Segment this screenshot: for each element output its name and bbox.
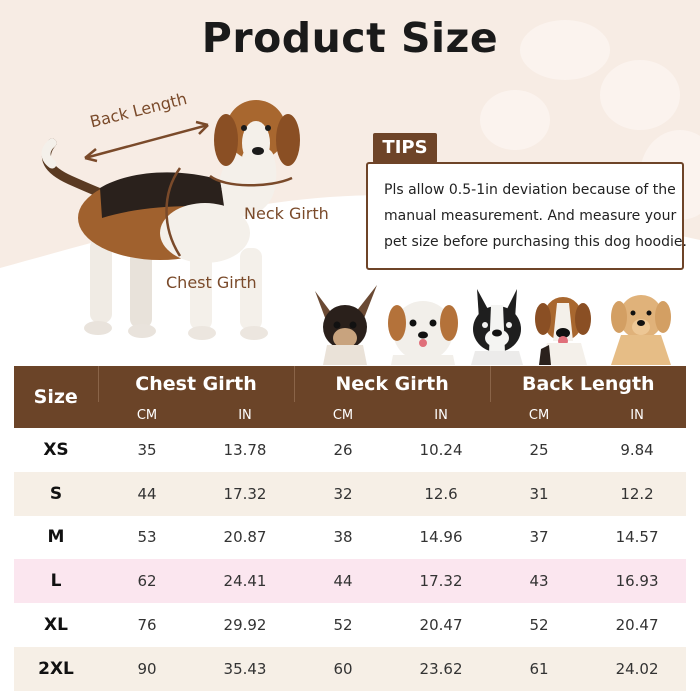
table-cell: 29.92 [196, 603, 295, 647]
table-cell: 31 [490, 471, 589, 516]
back-length-header: Back Length [489, 366, 687, 402]
table-cell: 43 [490, 559, 589, 604]
table-cell: 17.32 [392, 559, 491, 604]
table-row: XS 35 13.78 26 10.24 25 9.84 [14, 428, 687, 472]
paw-print-decoration [480, 90, 550, 150]
chest-girth-label: Chest Girth [166, 273, 257, 292]
table-cell: 14.96 [392, 515, 491, 560]
size-cell: 2XL [14, 646, 98, 691]
table-cell: 20.47 [392, 603, 491, 647]
size-cell: XS [14, 428, 98, 472]
table-cell: 61 [490, 646, 589, 691]
table-cell: 13.78 [196, 428, 295, 472]
table-cell: 16.93 [588, 559, 687, 604]
size-column-header: Size [14, 366, 98, 428]
table-cell: 20.87 [196, 515, 295, 560]
table-cell: 76 [98, 603, 196, 647]
table-cell: 35.43 [196, 646, 295, 691]
table-cell: 20.47 [588, 603, 687, 647]
table-row: L 62 24.41 44 17.32 43 16.93 [14, 559, 687, 604]
chihuahua-photo [315, 285, 377, 365]
size-cell: S [14, 471, 98, 516]
neck-girth-label: Neck Girth [244, 204, 329, 223]
shih-tzu-photo [388, 301, 458, 365]
tips-line: Pls allow 0.5-1in deviation because of t… [384, 182, 676, 198]
table-row: XL 76 29.92 52 20.47 52 20.47 [14, 603, 687, 647]
table-cell: 53 [98, 515, 196, 560]
paw-print-decoration [600, 60, 680, 130]
table-cell: 24.41 [196, 559, 295, 604]
table-cell: 26 [294, 428, 393, 472]
unit-header: IN [392, 402, 491, 428]
beagle-illustration [41, 100, 300, 340]
table-cell: 62 [98, 559, 196, 604]
table-cell: 17.32 [196, 471, 295, 516]
unit-header: IN [196, 402, 295, 428]
table-cell: 9.84 [588, 428, 687, 472]
table-cell: 35 [98, 428, 196, 472]
table-cell: 38 [294, 515, 393, 560]
table-cell: 37 [490, 515, 589, 560]
page-title: Product Size [201, 14, 499, 62]
table-cell: 12.2 [588, 471, 687, 516]
unit-header: CM [294, 402, 393, 428]
tips-line: manual measurement. And measure your [384, 208, 677, 224]
size-cell: L [14, 559, 98, 604]
french-bulldog-photo [471, 289, 523, 365]
table-cell: 44 [294, 559, 393, 604]
table-cell: 25 [490, 428, 589, 472]
size-cell: XL [14, 603, 98, 647]
paw-print-decoration [520, 20, 610, 80]
chest-girth-header: Chest Girth [97, 366, 295, 402]
table-row: S 44 17.32 32 12.6 31 12.2 [14, 471, 687, 516]
unit-header: IN [588, 402, 687, 428]
golden-retriever-photo [611, 295, 671, 365]
dog-breeds-row [315, 285, 671, 365]
table-row: M 53 20.87 38 14.96 37 14.57 [14, 515, 687, 560]
table-row: 2XL 90 35.43 60 23.62 61 24.02 [14, 646, 687, 691]
table-cell: 24.02 [588, 646, 687, 691]
tips-box: Pls allow 0.5-1in deviation because of t… [366, 162, 687, 270]
unit-header: CM [490, 402, 589, 428]
tips-tag: TIPS [373, 133, 437, 163]
table-cell: 52 [490, 603, 589, 647]
table-cell: 10.24 [392, 428, 491, 472]
unit-header: CM [98, 402, 196, 428]
beagle-photo [535, 297, 591, 365]
table-cell: 90 [98, 646, 196, 691]
tips-line: pet size before purchasing this dog hood… [384, 234, 687, 250]
table-cell: 32 [294, 471, 393, 516]
size-chart-table: Size Chest Girth Neck Girth Back Length … [14, 366, 687, 691]
size-cell: M [14, 515, 98, 560]
table-cell: 52 [294, 603, 393, 647]
table-cell: 23.62 [392, 646, 491, 691]
table-cell: 14.57 [588, 515, 687, 560]
table-cell: 60 [294, 646, 393, 691]
table-cell: 44 [98, 471, 196, 516]
neck-girth-header: Neck Girth [293, 366, 491, 402]
table-cell: 12.6 [392, 471, 491, 516]
